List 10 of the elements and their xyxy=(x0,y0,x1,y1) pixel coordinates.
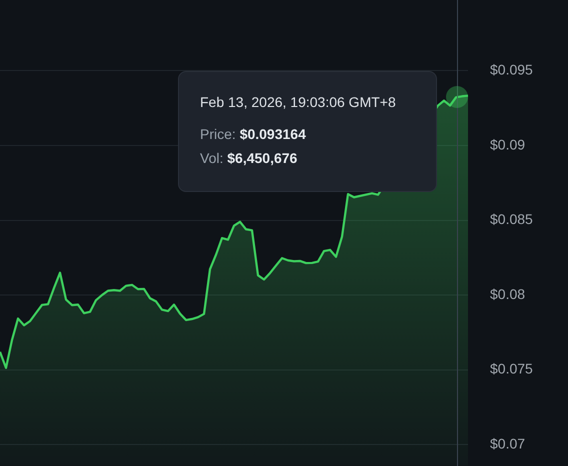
y-tick-label: $0.07 xyxy=(490,435,526,452)
annotation: Vol: $6,450,676 xyxy=(200,150,298,166)
y-tick-label: $0.085 xyxy=(490,210,534,227)
annotation: Feb 13, 2026, 19:03:06 GMT+8 xyxy=(200,94,397,110)
y-tick-label: $0.08 xyxy=(490,286,526,302)
y-tick-label: $0.075 xyxy=(490,360,534,376)
tooltip-panel: Feb 13, 2026, 19:03:06 GMT+8 Price: $0.093164 Vol: $6,450,676 xyxy=(178,71,437,192)
y-tick-label: $0.09 xyxy=(490,136,526,152)
annotation: Price: $0.093164 xyxy=(200,126,306,142)
y-tick-label: $0.095 xyxy=(490,61,534,78)
